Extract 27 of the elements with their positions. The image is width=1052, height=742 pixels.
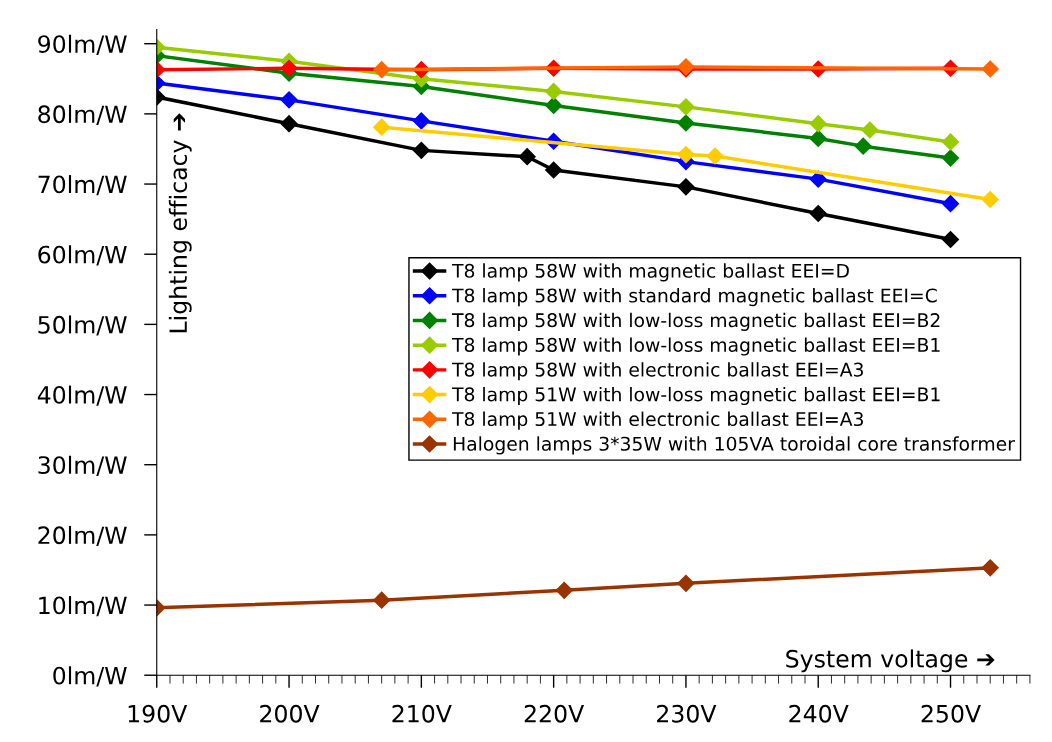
legend-label: T8 lamp 58W with electronic ballast EEI=A3 xyxy=(452,362,863,381)
x-tick-label: 240V xyxy=(789,704,849,723)
legend-label: T8 lamp 51W with electronic ballast EEI=A3 xyxy=(452,411,863,430)
y-axis-title: Lighting efficacy ➔ xyxy=(168,113,192,333)
legend-label: T8 lamp 58W with low-loss magnetic ballast EEI=B2 xyxy=(452,312,940,331)
x-tick-label: 200V xyxy=(260,704,320,723)
x-tick-label: 230V xyxy=(657,704,717,723)
legend-label: T8 lamp 58W with low-loss magnetic ballast EEI=B1 xyxy=(452,337,940,356)
legend-label: T8 lamp 51W with low-loss magnetic ballast EEI=B1 xyxy=(452,386,940,406)
x-axis-title: System voltage ➔ xyxy=(786,649,995,673)
x-tick-label: 250V xyxy=(921,704,981,723)
y-tick-label: 20lm/W xyxy=(38,525,127,547)
legend-label: T8 lamp 58W with magnetic ballast EEI=D xyxy=(452,263,849,282)
y-tick-label: 70lm/W xyxy=(38,175,127,196)
y-tick-label: 50lm/W xyxy=(38,315,127,336)
y-tick-label: 60lm/W xyxy=(38,245,127,266)
y-tick-label: 10lm/W xyxy=(39,596,127,617)
x-tick-label: 220V xyxy=(524,704,585,723)
y-tick-label: 40lm/W xyxy=(37,385,127,406)
y-tick-label: 90lm/W xyxy=(38,34,127,55)
y-tick-label: 0lm/W xyxy=(53,666,127,687)
legend-label: T8 lamp 58W with standard magnetic ballast EEI=C xyxy=(452,288,937,307)
x-tick-label: 210V xyxy=(392,704,452,723)
y-tick-label: 30lm/W xyxy=(38,455,127,476)
y-tick-label: 80lm/W xyxy=(38,104,127,126)
legend-label: Halogen lamps 3*35W with 105VA toroidal core transformer xyxy=(453,436,1015,455)
x-tick-label: 190V xyxy=(128,704,188,723)
